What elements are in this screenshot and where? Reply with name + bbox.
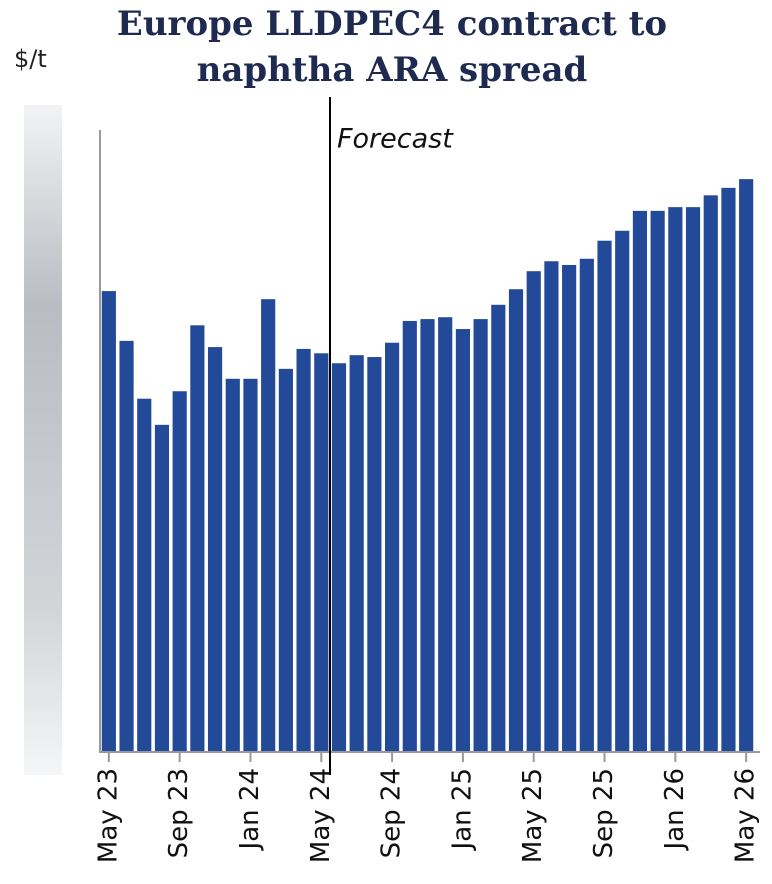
bar xyxy=(597,240,612,752)
x-tick-label: Jan 26 xyxy=(660,768,690,851)
bar xyxy=(615,230,630,752)
bar xyxy=(703,195,718,752)
bar xyxy=(385,342,400,752)
bar xyxy=(579,258,594,752)
chart-title: naphtha ARA spread xyxy=(197,50,588,90)
bar xyxy=(491,304,506,752)
bar xyxy=(685,207,701,753)
bar xyxy=(721,187,736,752)
bar xyxy=(278,368,293,752)
bar xyxy=(367,357,382,752)
bar xyxy=(331,363,347,752)
bar xyxy=(650,210,665,753)
x-tick-label: Sep 24 xyxy=(377,768,407,858)
bar xyxy=(261,299,276,752)
x-tick-label: Sep 25 xyxy=(589,768,619,858)
bar xyxy=(438,317,453,752)
bar xyxy=(526,271,541,752)
y-axis-label: $/t xyxy=(14,45,47,73)
x-tick-label: Jan 25 xyxy=(447,768,477,851)
bar xyxy=(473,319,488,752)
bar xyxy=(349,355,364,752)
bar xyxy=(172,391,187,752)
bar xyxy=(455,329,470,752)
bar xyxy=(508,289,524,752)
bar xyxy=(420,319,435,752)
bar xyxy=(190,325,205,752)
x-tick-label: May 24 xyxy=(306,768,336,863)
bar xyxy=(207,347,223,752)
bar xyxy=(739,179,754,752)
bar xyxy=(101,291,116,752)
chart-title: Europe LLDPEC4 contract to xyxy=(117,4,667,44)
bar xyxy=(154,424,170,752)
x-tick-label: May 25 xyxy=(518,768,548,863)
bar xyxy=(314,353,329,752)
x-tick-label: Jan 24 xyxy=(235,768,265,851)
bar xyxy=(225,378,240,752)
bar xyxy=(544,261,559,752)
bar xyxy=(296,348,311,752)
bar xyxy=(402,320,417,752)
bar xyxy=(668,207,683,753)
bar xyxy=(137,398,152,752)
bar xyxy=(119,340,134,752)
x-tick-label: Sep 23 xyxy=(164,768,194,858)
bar xyxy=(632,210,648,753)
blurred-axis xyxy=(24,105,62,775)
x-tick-label: May 26 xyxy=(731,768,761,863)
bar xyxy=(243,378,258,752)
forecast-annotation: Forecast xyxy=(337,124,454,155)
x-tick-label: May 23 xyxy=(93,768,123,863)
bar xyxy=(562,264,577,752)
